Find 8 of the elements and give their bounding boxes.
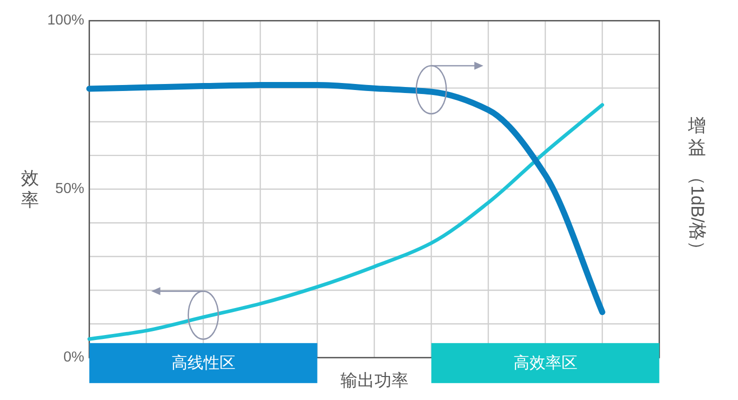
y-tick-label: 50% — [55, 180, 84, 197]
annotation: 高线性区 — [171, 354, 236, 372]
x-axis-title: 输出功率 — [340, 371, 408, 390]
annotation: 高效率区 — [513, 354, 578, 372]
y-axis-title: 效率 — [21, 168, 39, 210]
y-tick-label: 0% — [63, 349, 84, 366]
text: 增益（1dB/格） — [688, 115, 708, 259]
y-tick-label: 100% — [47, 12, 84, 29]
